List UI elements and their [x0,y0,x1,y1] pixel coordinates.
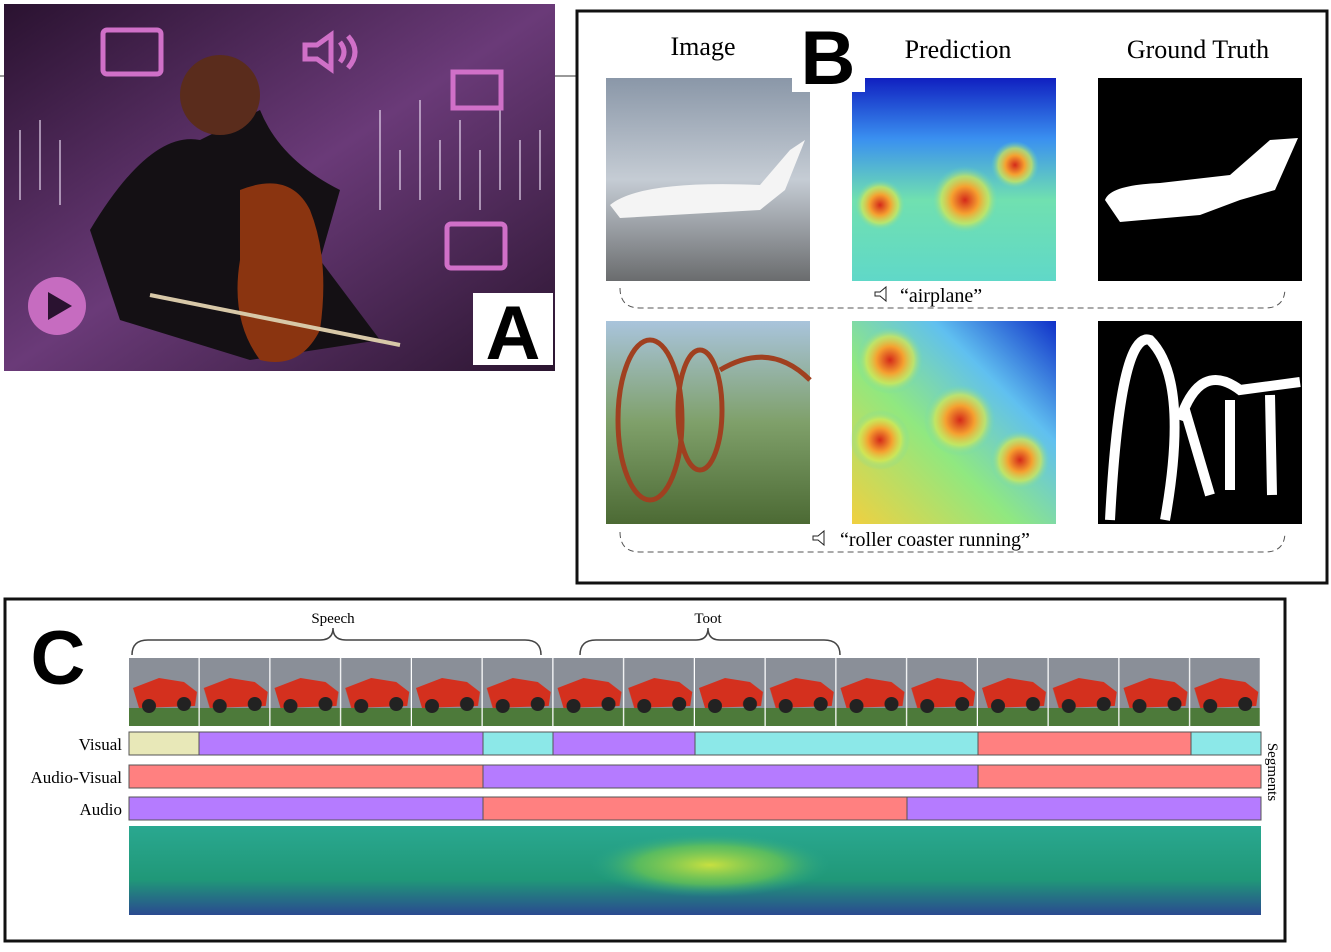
spectrogram-energy [590,833,830,897]
speaker-icon [812,529,825,547]
panel-label: C [31,616,86,701]
panel-a: A [4,4,555,376]
mask-shape [1105,334,1301,521]
bracket [579,627,841,656]
panel-c: C Speech Toot Visual Audio-Visual Audio … [3,597,1287,943]
hot-spot [931,166,999,234]
panel-label: A [486,291,541,376]
play-icon [48,292,72,320]
bracket-label: Speech [311,611,355,627]
group-bracket [619,531,1286,553]
hot-spot [990,430,1050,490]
label-box [473,293,553,365]
hot-spot [924,384,996,456]
caption: “airplane” [900,285,982,307]
side-label: Segments [1264,743,1280,801]
column-title: Prediction [905,35,1012,64]
video-frames [129,658,1261,726]
hot-spot [856,326,924,394]
airplane [610,140,805,218]
group-bracket [619,287,1286,309]
segments [128,731,1262,821]
hot-spot [854,179,906,231]
column-title: Ground Truth [1127,35,1269,64]
bow [149,293,401,347]
media-icons [100,27,508,271]
caption: “roller coaster running” [840,529,1030,551]
waveform [19,100,541,210]
hot-spot [991,141,1039,189]
row-label: Audio-Visual [30,768,122,787]
bracket [131,627,542,656]
row-label: Visual [79,735,123,754]
hot-spot [850,410,910,470]
coaster-track [615,337,812,503]
row-label: Audio [80,800,123,819]
panel-b: Image Prediction Ground Truth “airplane”… [575,9,1329,585]
mask-shape [1105,138,1298,222]
bracket-label: Toot [694,611,722,627]
label-box [792,14,865,92]
speaker-icon [874,285,887,303]
cellist-head [180,55,260,135]
column-title: Image [671,32,736,61]
panel-label: B [801,16,856,101]
